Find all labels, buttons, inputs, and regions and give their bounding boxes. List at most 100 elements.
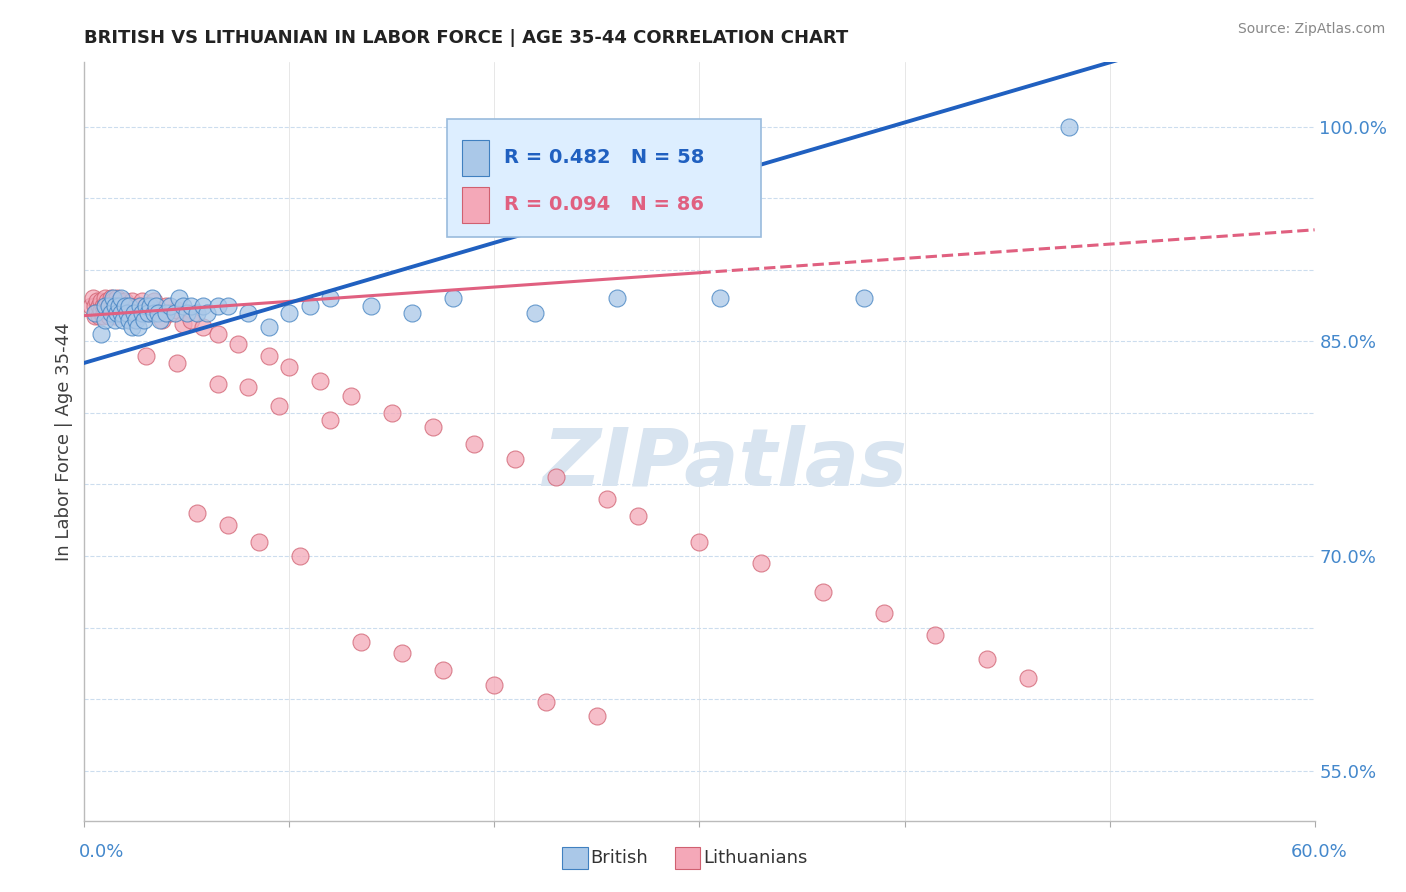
Point: [96, 302, 118, 317]
Point: [104, 299, 127, 313]
Point: [197, 306, 219, 320]
Point: [180, 313, 202, 327]
Text: 0.0%: 0.0%: [79, 843, 124, 861]
Point: [131, 294, 153, 309]
Point: [135, 299, 157, 313]
Point: [105, 292, 128, 306]
Point: [422, 420, 444, 434]
Point: [443, 292, 465, 306]
Point: [180, 299, 202, 313]
Point: [319, 413, 342, 427]
Point: [627, 508, 650, 523]
Point: [749, 556, 772, 570]
Point: [110, 306, 132, 320]
Point: [128, 299, 150, 313]
Point: [83, 306, 105, 320]
Text: BRITISH VS LITHUANIAN IN LABOR FORCE | AGE 35-44 CORRELATION CHART: BRITISH VS LITHUANIAN IN LABOR FORCE | A…: [84, 29, 849, 47]
Point: [852, 292, 875, 306]
Point: [463, 437, 485, 451]
Point: [79, 299, 101, 313]
Point: [155, 299, 177, 313]
Point: [148, 302, 170, 317]
Point: [100, 302, 122, 317]
Point: [391, 646, 413, 660]
Point: [108, 299, 131, 313]
Point: [193, 320, 215, 334]
Point: [1017, 671, 1039, 685]
Point: [110, 299, 132, 313]
Point: [350, 635, 373, 649]
Point: [207, 299, 229, 313]
Point: [90, 302, 112, 317]
Point: [401, 306, 423, 320]
Point: [159, 306, 181, 320]
Point: [90, 294, 112, 309]
Point: [176, 306, 198, 320]
Point: [207, 377, 229, 392]
Point: [238, 306, 260, 320]
Point: [149, 313, 172, 327]
Point: [121, 294, 143, 309]
Point: [83, 299, 105, 313]
Point: [484, 678, 506, 692]
Point: [298, 299, 321, 313]
Point: [101, 299, 124, 313]
Point: [544, 470, 567, 484]
Point: [159, 299, 181, 313]
Point: [432, 664, 454, 678]
Point: [139, 299, 162, 313]
Point: [340, 389, 363, 403]
Point: [193, 299, 215, 313]
Y-axis label: In Labor Force | Age 35-44: In Labor Force | Age 35-44: [55, 322, 73, 561]
Point: [94, 299, 117, 313]
Point: [122, 306, 145, 320]
Point: [90, 327, 112, 342]
Point: [186, 306, 208, 320]
Point: [104, 313, 127, 327]
Point: [94, 299, 117, 313]
Point: [136, 306, 159, 320]
Point: [101, 294, 124, 309]
Point: [83, 309, 105, 323]
Point: [166, 302, 188, 317]
Point: [207, 327, 229, 342]
Point: [217, 299, 239, 313]
Point: [689, 534, 711, 549]
FancyBboxPatch shape: [463, 140, 489, 176]
Point: [288, 549, 311, 563]
Text: Lithuanians: Lithuanians: [703, 849, 807, 867]
Point: [148, 306, 170, 320]
Point: [924, 628, 946, 642]
Point: [118, 306, 141, 320]
Point: [122, 302, 145, 317]
Point: [247, 534, 270, 549]
Point: [101, 292, 124, 306]
Point: [257, 320, 280, 334]
Point: [94, 292, 117, 306]
Point: [87, 309, 110, 323]
Point: [534, 695, 557, 709]
Point: [128, 299, 150, 313]
Point: [112, 313, 135, 327]
Point: [309, 375, 332, 389]
Point: [132, 313, 155, 327]
Point: [155, 306, 177, 320]
Point: [94, 313, 117, 327]
Point: [360, 299, 382, 313]
Point: [150, 313, 173, 327]
Point: [163, 306, 186, 320]
Point: [94, 302, 117, 317]
Point: [114, 294, 136, 309]
Point: [91, 309, 114, 323]
Point: [100, 292, 122, 306]
Point: [217, 517, 239, 532]
Point: [127, 320, 149, 334]
Point: [118, 299, 141, 313]
Point: [811, 584, 834, 599]
FancyBboxPatch shape: [463, 186, 489, 223]
Point: [238, 380, 260, 394]
Point: [976, 652, 998, 666]
Point: [596, 491, 619, 506]
Point: [141, 292, 163, 306]
FancyBboxPatch shape: [447, 120, 761, 236]
